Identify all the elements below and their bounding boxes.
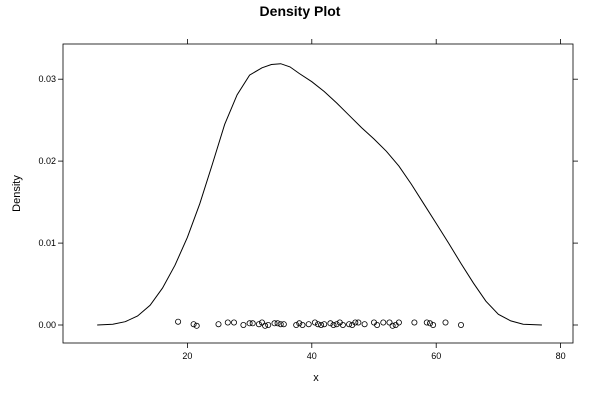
data-point — [280, 321, 287, 328]
data-point — [330, 321, 337, 328]
data-point — [327, 320, 334, 327]
data-point — [386, 319, 393, 326]
data-point — [339, 321, 346, 328]
density-curve — [97, 63, 542, 326]
plot-frame — [62, 43, 574, 344]
data-point — [380, 319, 387, 326]
data-point — [423, 319, 430, 326]
x-tick-label: 20 — [182, 351, 192, 361]
data-point — [293, 321, 300, 328]
x-tick-label: 60 — [431, 351, 441, 361]
data-point — [274, 320, 281, 327]
data-point — [374, 321, 381, 328]
data-point — [249, 320, 256, 327]
data-point — [389, 322, 396, 329]
data-point — [430, 321, 437, 328]
x-axis-label: x — [313, 372, 319, 384]
y-tick-label: 0.03 — [38, 74, 56, 84]
y-axis-label: Density — [11, 175, 23, 212]
x-tick-label: 80 — [556, 351, 566, 361]
data-point — [355, 319, 362, 326]
axis-ticks: 20 40 60 80 0.00 0.01 0.02 0.03 — [38, 39, 578, 361]
data-point — [426, 320, 433, 327]
data-point — [262, 322, 269, 329]
data-point — [305, 321, 312, 328]
data-point — [175, 318, 182, 325]
data-point — [442, 319, 449, 326]
data-point — [246, 320, 253, 327]
data-point — [265, 321, 272, 328]
x-tick-label: 40 — [307, 351, 317, 361]
data-point — [193, 322, 200, 329]
y-tick-label: 0.01 — [38, 238, 56, 248]
data-point — [314, 321, 321, 328]
data-point — [411, 319, 418, 326]
data-point — [190, 321, 197, 328]
data-point — [299, 321, 306, 328]
data-point — [311, 319, 318, 326]
data-point — [296, 320, 303, 327]
data-point — [318, 321, 325, 328]
chart-title: Density Plot — [260, 3, 341, 19]
data-point — [277, 321, 284, 328]
data-point — [457, 321, 464, 328]
y-tick-label: 0.00 — [38, 320, 56, 330]
rug-points — [175, 318, 464, 329]
data-point — [271, 320, 278, 327]
data-point — [230, 319, 237, 326]
data-point — [255, 321, 262, 328]
data-point — [240, 321, 247, 328]
y-tick-label: 0.02 — [38, 156, 56, 166]
data-point — [224, 319, 231, 326]
data-point — [352, 319, 359, 326]
data-point — [215, 321, 222, 328]
data-point — [346, 321, 353, 328]
data-point — [395, 319, 402, 326]
data-point — [361, 321, 368, 328]
data-point — [333, 321, 340, 328]
data-point — [321, 321, 328, 328]
data-point — [258, 319, 265, 326]
